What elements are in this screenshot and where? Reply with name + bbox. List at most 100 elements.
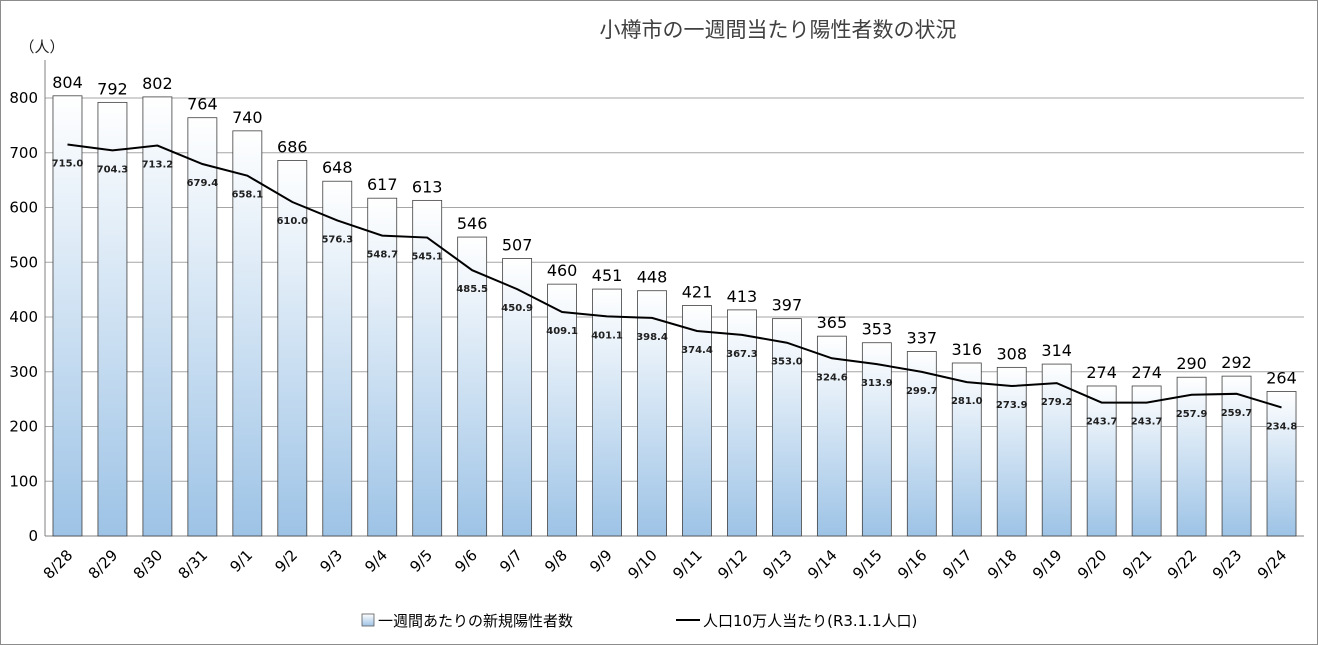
x-tick-label: 9/20 <box>1074 546 1111 583</box>
x-tick-label: 9/15 <box>849 546 886 583</box>
line-value-label: 243.7 <box>1086 417 1118 428</box>
bar <box>727 309 757 537</box>
bar <box>232 130 263 537</box>
line-value-label: 374.4 <box>681 345 713 356</box>
x-axis-ticks: 8/28 8/29 8/30 8/31 9/1 9/2 9/3 9/4 9/5 9/6 9/7 9/8… <box>40 546 1291 583</box>
bar-value-label: 460 <box>547 261 578 280</box>
legend-bar-swatch <box>361 613 375 627</box>
x-tick-label: 9/8 <box>541 546 571 576</box>
bar <box>906 351 937 537</box>
bar-value-label: 507 <box>502 235 533 254</box>
bar-value-label: 274 <box>1086 363 1117 382</box>
bar-value-label: 292 <box>1221 353 1252 372</box>
x-tick-label: 9/11 <box>669 546 706 583</box>
bar-value-label: 353 <box>862 320 893 339</box>
bar-value-label: 337 <box>907 328 938 347</box>
bar <box>951 362 982 537</box>
bar <box>816 335 847 537</box>
x-tick-label: 9/17 <box>939 546 976 583</box>
bar <box>142 96 173 537</box>
x-tick-label: 8/29 <box>85 546 122 583</box>
line-value-label: 243.7 <box>1131 417 1163 428</box>
bar-value-label: 274 <box>1131 363 1162 382</box>
bar-value-label: 397 <box>772 296 803 315</box>
line-value-label: 324.6 <box>816 372 848 383</box>
legend-bar-label: 一週間あたりの新規陽性者数 <box>378 612 573 630</box>
bar-value-label: 764 <box>187 95 218 114</box>
bar-value-label: 421 <box>682 283 713 302</box>
line-value-label: 610.0 <box>276 216 308 227</box>
y-tick-label: 700 <box>9 144 38 162</box>
y-tick-label: 100 <box>9 472 38 490</box>
x-tick-label: 8/31 <box>175 546 212 583</box>
legend: 一週間あたりの新規陽性者数 人口10万人当たり(R3.1.1人口) <box>361 612 917 630</box>
bar-value-label: 686 <box>277 137 308 156</box>
y-axis-ticks: 0 100 200 300 400 500 600 700 800 <box>9 89 38 545</box>
bar <box>547 283 577 537</box>
x-tick-label: 9/6 <box>451 546 481 576</box>
bar-value-label: 648 <box>322 158 353 177</box>
bar <box>277 160 308 537</box>
bar-value-label: 314 <box>1041 341 1072 360</box>
line-value-label: 398.4 <box>636 332 668 343</box>
bar-value-label: 448 <box>637 268 668 287</box>
bar <box>187 117 218 537</box>
bar <box>322 180 353 537</box>
bar-value-label: 290 <box>1176 354 1207 373</box>
bar <box>861 342 892 537</box>
line-value-label: 485.5 <box>456 284 488 295</box>
x-tick-label: 9/3 <box>316 546 346 576</box>
bar <box>367 197 398 537</box>
bar-value-label: 546 <box>457 214 488 233</box>
line-value-label: 679.4 <box>187 178 219 189</box>
x-tick-label: 9/10 <box>624 546 661 583</box>
line-value-label: 257.9 <box>1176 409 1208 420</box>
bar-value-label: 316 <box>951 340 982 359</box>
bar-value-label: 792 <box>97 79 128 98</box>
line-value-label: 450.9 <box>501 303 533 314</box>
x-tick-label: 8/30 <box>130 546 167 583</box>
line-value-label: 279.2 <box>1041 397 1073 408</box>
line-value-label: 234.8 <box>1266 421 1298 432</box>
y-tick-label: 400 <box>9 308 38 326</box>
line-value-label: 273.9 <box>996 400 1028 411</box>
bar <box>52 95 83 537</box>
legend-line-label: 人口10万人当たり(R3.1.1人口) <box>703 612 917 630</box>
bar <box>502 258 533 537</box>
bar-value-label: 365 <box>817 313 848 332</box>
y-tick-label: 300 <box>9 363 38 381</box>
line-value-label: 545.1 <box>411 252 443 263</box>
x-tick-label: 9/22 <box>1164 546 1201 583</box>
line-value-label: 313.9 <box>861 378 893 389</box>
line-series <box>67 143 1282 409</box>
bar-value-labels: 804 792 802 764 740 686 648 617 613 546 507 460 451 4… <box>52 73 1297 388</box>
line-value-label: 704.3 <box>97 164 129 175</box>
x-tick-label: 9/13 <box>759 546 796 583</box>
x-tick-label: 9/2 <box>271 546 301 576</box>
bar-series <box>52 95 1297 537</box>
x-tick-label: 9/14 <box>804 546 841 583</box>
y-tick-label: 800 <box>9 89 38 107</box>
bar <box>1131 385 1162 537</box>
bar <box>1086 385 1117 537</box>
bar <box>1266 391 1297 537</box>
bar <box>592 288 622 537</box>
bar-value-label: 617 <box>367 175 398 194</box>
bar-value-label: 413 <box>727 287 758 306</box>
line-value-label: 658.1 <box>232 190 264 201</box>
bar <box>637 290 667 537</box>
line-value-label: 548.7 <box>366 250 398 261</box>
line-value-labels: 715.0 704.3 713.2 679.4 658.1 610.0 576.3 548.7… <box>52 159 1298 433</box>
bar-value-label: 804 <box>52 73 83 92</box>
line-value-label: 367.3 <box>726 349 758 360</box>
bar-value-label: 451 <box>592 266 623 285</box>
line-value-label: 401.1 <box>591 330 623 341</box>
x-tick-label: 9/7 <box>496 546 526 576</box>
line-value-label: 715.0 <box>52 159 84 170</box>
bar <box>412 199 443 537</box>
bar <box>772 318 802 537</box>
x-tick-label: 9/12 <box>714 546 751 583</box>
line-value-label: 409.1 <box>546 326 578 337</box>
x-tick-label: 9/23 <box>1209 546 1246 583</box>
